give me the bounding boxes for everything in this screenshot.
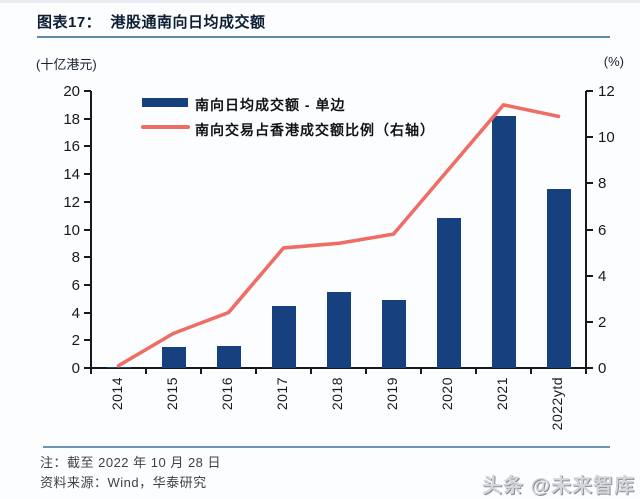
y-axis-left-tick <box>84 145 91 148</box>
x-axis-tick <box>420 368 422 374</box>
y-axis-right-tick-label: 4 <box>598 267 607 285</box>
y-axis-left-tick-label: 18 <box>63 110 80 128</box>
legend-line-swatch <box>141 125 190 129</box>
y-axis-right-tick <box>586 320 593 323</box>
y-axis-left-tick-label: 4 <box>71 304 80 322</box>
y-axis-right-tick <box>586 182 593 185</box>
legend-label-line-series: 南向交易占香港成交额比例（右轴） <box>195 122 435 138</box>
watermark-text: 头条 @未来智库 <box>481 475 635 497</box>
bar-2022ytd <box>546 189 571 368</box>
x-axis-category-label: 2019 <box>383 377 400 411</box>
y-axis-left-tick-label: 10 <box>63 221 80 239</box>
chart-note: 注：截至 2022 年 10 月 28 日 <box>40 455 222 470</box>
y-axis-left-tick-label: 0 <box>71 360 80 377</box>
y-axis-left-tick-label: 14 <box>63 166 80 184</box>
y-axis-right-tick-label: 12 <box>598 83 615 100</box>
x-axis-category-label: 2014 <box>108 377 125 411</box>
bar-2018 <box>326 291 351 368</box>
y-axis-right-tick-label: 10 <box>598 129 615 147</box>
bar-2017 <box>271 305 296 368</box>
x-axis-category-label: 2015 <box>163 377 180 411</box>
x-axis-tick <box>365 368 367 374</box>
title-underline <box>37 36 610 38</box>
bar-2016 <box>216 345 241 368</box>
x-axis-tick <box>255 368 257 374</box>
y-axis-right-tick <box>586 274 593 277</box>
x-axis-category-label: 2017 <box>273 377 290 411</box>
y-axis-right-tick <box>586 367 593 369</box>
y-axis-left-tick <box>84 367 91 369</box>
x-axis <box>90 367 587 369</box>
y-axis-left-tick <box>84 339 91 342</box>
footer-separator <box>43 446 610 448</box>
line-series-ratio <box>116 103 561 368</box>
y-axis-left-tick-label: 16 <box>63 138 80 156</box>
y-axis-left-tick-label: 8 <box>71 249 80 267</box>
y-axis-left-tick <box>84 173 91 176</box>
y-axis-left-tick <box>84 117 91 120</box>
y-axis-left-tick <box>84 228 91 231</box>
bar-2021 <box>491 115 516 368</box>
y-axis-right-tick <box>586 90 593 92</box>
x-axis-category-label: 2022ytd <box>548 377 565 431</box>
y-axis-left-tick-label: 12 <box>63 193 80 211</box>
legend-label-bar-series: 南向日均成交额 - 单边 <box>195 97 346 113</box>
y-axis-left-tick-label: 6 <box>71 276 80 294</box>
y-axis-right-tick-label: 2 <box>598 313 607 331</box>
chart-title: 图表17： 港股通南向日均成交额 <box>37 14 266 31</box>
bar-2019 <box>381 300 406 368</box>
x-axis-tick <box>585 368 587 374</box>
bar-2015 <box>161 347 186 368</box>
y-axis-left-tick <box>84 283 91 286</box>
y-axis-left-tick-label: 20 <box>63 83 80 100</box>
x-axis-category-label: 2020 <box>438 377 455 411</box>
y-axis-right-tick-label: 6 <box>598 221 607 239</box>
legend-bar-swatch <box>142 98 188 107</box>
x-axis-tick <box>310 368 312 374</box>
x-axis-tick <box>90 368 92 374</box>
x-axis-category-label: 2021 <box>493 377 510 411</box>
y-axis-left-tick <box>84 256 91 259</box>
chart-source: 资料来源：Wind，华泰研究 <box>40 475 207 490</box>
y-axis-left-tick-label: 2 <box>71 332 80 350</box>
bar-2020 <box>436 218 461 368</box>
y-axis-left-tick <box>84 90 91 92</box>
y-axis-right-tick-label: 8 <box>598 175 607 193</box>
y-axis-left-tick <box>84 311 91 314</box>
y-axis-left <box>90 91 92 368</box>
left-axis-unit-label: (十亿港元) <box>36 57 97 72</box>
x-axis-tick <box>530 368 532 374</box>
x-axis-category-label: 2018 <box>328 377 345 411</box>
x-axis-category-label: 2016 <box>218 377 235 411</box>
right-axis-unit-label: (%) <box>603 54 624 69</box>
y-axis-right-tick-label: 0 <box>598 360 607 377</box>
y-axis-left-tick <box>84 200 91 203</box>
y-axis-right-tick <box>586 136 593 139</box>
y-axis-right-tick <box>586 228 593 231</box>
x-axis-tick <box>475 368 477 374</box>
x-axis-tick <box>145 368 147 374</box>
x-axis-tick <box>200 368 202 374</box>
